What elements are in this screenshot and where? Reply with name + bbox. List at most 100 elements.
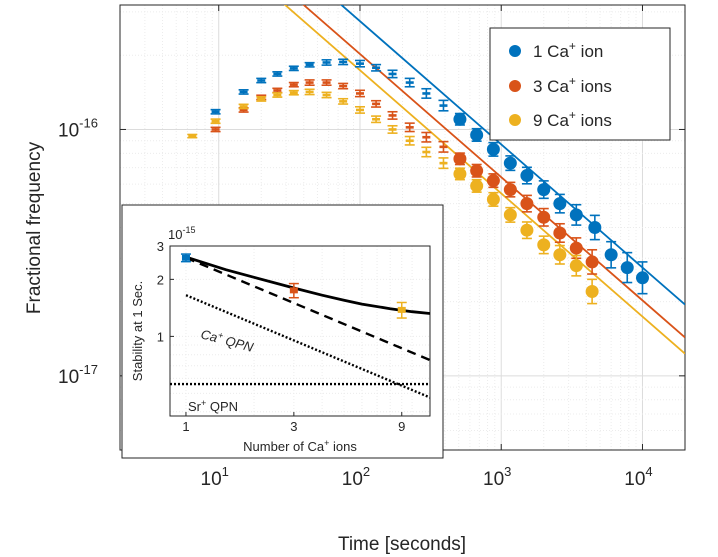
inset-curve-dotted [185,294,430,399]
data-point-series-0 [470,128,484,142]
data-point-series-1 [569,241,583,255]
data-points [187,58,649,305]
data-point-series-2 [322,93,331,97]
data-point-series-0 [355,62,364,65]
legend-marker-1-ion [509,45,521,57]
data-point-series-1 [520,197,534,211]
data-point-series-0 [453,112,467,126]
data-point-series-0 [503,156,517,170]
inset-data-point [397,306,406,313]
data-point-series-2 [305,90,314,94]
main-ticks: 101 102 103 104 10-17 10-16 [58,5,685,490]
data-point-series-1 [339,84,348,88]
data-point-series-0 [635,271,649,285]
data-point-series-1 [355,92,364,95]
inset-points [180,253,407,319]
data-point-series-1 [239,108,248,112]
data-point-series-1 [305,81,314,84]
data-point-series-1 [422,135,431,139]
data-point-series-1 [503,183,517,197]
data-point-series-1 [405,126,414,129]
data-point-series-0 [211,110,220,114]
data-point-series-2 [211,119,220,123]
inset-axes-box [169,245,431,417]
data-point-series-2 [339,100,348,103]
y-tick-label: 10-16 [58,115,98,141]
data-point-series-0 [405,81,414,84]
data-point-series-2 [585,284,599,298]
legend-label-1-ion: 1 Ca+ ion [533,39,603,61]
inset-exponent: 10-15 [168,225,195,242]
data-point-series-1 [273,89,282,92]
inset-x-tick-label: 1 [182,419,189,434]
data-point-series-1 [388,114,397,117]
data-point-series-2 [188,134,197,138]
fit-line-series-1 [302,5,685,339]
data-point-series-2 [239,105,248,108]
data-point-series-0 [588,221,602,234]
inset-chart: 1 3 9 1 2 3 10-15 Number of Ca+ ions Stabilit… [121,204,444,459]
data-point-series-2 [453,167,467,181]
x-tick-label: 101 [201,464,229,490]
data-point-series-2 [537,238,551,252]
data-point-series-0 [305,63,314,67]
data-point-series-0 [486,142,500,156]
y-tick-label: 10-17 [58,362,98,388]
data-point-series-1 [439,145,448,149]
x-tick-label: 102 [342,464,370,490]
data-point-series-2 [553,248,567,262]
inset-data-point [181,254,190,261]
inset-x-tick-label: 9 [398,419,405,434]
data-point-series-0 [273,72,282,76]
legend-label-3-ions: 3 Ca+ ions [533,74,612,96]
legend-label-9-ions: 9 Ca+ ions [533,108,612,130]
data-point-series-1 [553,226,567,240]
inset-y-label: Stability at 1 Sec. [130,281,145,381]
data-point-series-0 [422,92,431,95]
data-point-series-0 [620,261,634,275]
data-point-series-2 [470,179,484,193]
x-axis-label: Time [seconds] [338,534,466,555]
inset-grid [170,246,430,416]
data-point-series-0 [553,197,567,211]
data-point-series-1 [322,81,331,84]
data-point-series-1 [289,83,298,86]
data-point-series-1 [211,128,220,131]
x-tick-label: 104 [624,464,652,490]
data-point-series-1 [585,255,599,269]
data-point-series-0 [372,66,381,70]
inset-x-tick-label: 3 [290,419,297,434]
data-point-series-0 [520,169,534,183]
data-point-series-1 [486,174,500,188]
data-point-series-0 [239,90,248,94]
legend: 1 Ca+ ion 3 Ca+ ions 9 Ca+ ions [489,27,671,141]
data-point-series-0 [537,183,551,197]
data-point-series-0 [604,248,618,262]
data-point-series-2 [257,97,266,101]
data-point-series-2 [486,192,500,206]
data-point-series-2 [372,117,381,121]
sr-qpn-annotation: Sr+ QPN [188,398,238,414]
inset-y-tick-label: 2 [157,272,164,287]
data-point-series-0 [289,67,298,70]
legend-marker-9-ions [509,114,521,126]
data-point-series-0 [339,60,348,64]
data-point-series-2 [388,128,397,131]
inset-y-tick-label: 1 [157,329,164,344]
data-point-series-0 [322,61,331,64]
inset-data-point [289,287,298,294]
inset-x-label: Number of Ca+ ions [243,438,357,454]
data-point-series-1 [453,152,467,166]
y-axis-label: Fractional frequency [24,141,45,314]
inset-ticks: 1 3 9 1 2 3 [157,239,406,434]
x-tick-label: 103 [483,464,511,490]
legend-marker-3-ions [509,80,521,92]
data-point-series-2 [439,161,448,165]
data-point-series-0 [388,72,397,76]
data-point-series-2 [273,93,282,97]
data-point-series-2 [503,208,517,222]
data-point-series-0 [257,79,266,82]
data-point-series-2 [355,108,364,112]
data-point-series-2 [520,223,534,237]
